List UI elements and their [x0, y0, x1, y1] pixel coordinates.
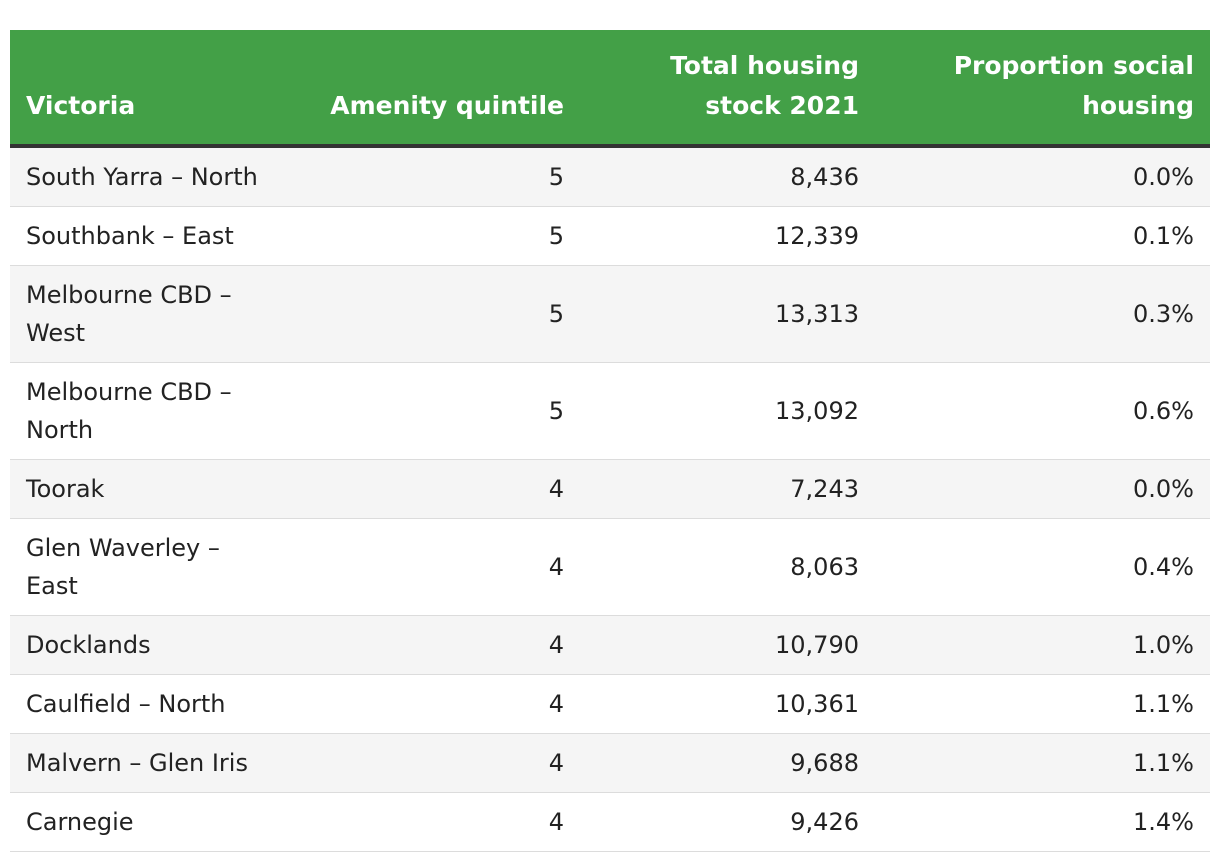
amenity-quintile-cell: 4 [280, 615, 580, 675]
amenity-quintile-cell: 5 [280, 206, 580, 266]
housing-stock-cell: 13,313 [580, 265, 875, 363]
social-housing-proportion-cell: 0.1% [875, 206, 1210, 266]
housing-stock-cell: 9,426 [580, 792, 875, 852]
area-name-cell: Melbourne CBD – West [10, 265, 280, 363]
social-housing-proportion-cell: 1.1% [875, 674, 1210, 734]
social-housing-table: Victoria Amenity quintile Total housing … [10, 30, 1210, 852]
area-name-cell: Southbank – East [10, 206, 280, 266]
social-housing-proportion-cell: 0.6% [875, 362, 1210, 460]
area-name-cell: Melbourne CBD – North [10, 362, 280, 460]
column-header-total-housing-stock[interactable]: Total housing stock 2021 [580, 30, 875, 148]
table-row: Caulfield – North 4 10,361 1.1% [10, 674, 1210, 734]
housing-stock-cell: 7,243 [580, 459, 875, 519]
area-name-cell: Caulfield – North [10, 674, 280, 734]
social-housing-proportion-cell: 0.3% [875, 265, 1210, 363]
table-row: Melbourne CBD – North 5 13,092 0.6% [10, 362, 1210, 460]
housing-stock-cell: 13,092 [580, 362, 875, 460]
amenity-quintile-cell: 5 [280, 265, 580, 363]
social-housing-proportion-cell: 1.1% [875, 733, 1210, 793]
table-row: Glen Waverley – East 4 8,063 0.4% [10, 518, 1210, 616]
housing-stock-cell: 8,063 [580, 518, 875, 616]
housing-stock-cell: 10,361 [580, 674, 875, 734]
area-name-cell: South Yarra – North [10, 146, 280, 207]
social-housing-proportion-cell: 0.4% [875, 518, 1210, 616]
table-header: Victoria Amenity quintile Total housing … [10, 30, 1210, 148]
amenity-quintile-cell: 5 [280, 146, 580, 207]
housing-stock-cell: 12,339 [580, 206, 875, 266]
area-name-cell: Glen Waverley – East [10, 518, 280, 616]
amenity-quintile-cell: 5 [280, 362, 580, 460]
header-row: Victoria Amenity quintile Total housing … [10, 30, 1210, 148]
table-row: Carnegie 4 9,426 1.4% [10, 792, 1210, 852]
amenity-quintile-cell: 4 [280, 792, 580, 852]
housing-stock-cell: 9,688 [580, 733, 875, 793]
table-row: South Yarra – North 5 8,436 0.0% [10, 146, 1210, 207]
amenity-quintile-cell: 4 [280, 459, 580, 519]
amenity-quintile-cell: 4 [280, 518, 580, 616]
amenity-quintile-cell: 4 [280, 674, 580, 734]
social-housing-proportion-cell: 0.0% [875, 459, 1210, 519]
table-row: Docklands 4 10,790 1.0% [10, 615, 1210, 675]
table-body: South Yarra – North 5 8,436 0.0% Southba… [10, 146, 1210, 852]
column-header-amenity-quintile[interactable]: Amenity quintile [280, 30, 580, 148]
area-name-cell: Docklands [10, 615, 280, 675]
table-row: Malvern – Glen Iris 4 9,688 1.1% [10, 733, 1210, 793]
table-row: Southbank – East 5 12,339 0.1% [10, 206, 1210, 266]
area-name-cell: Toorak [10, 459, 280, 519]
column-header-victoria[interactable]: Victoria [10, 30, 280, 148]
table-row: Melbourne CBD – West 5 13,313 0.3% [10, 265, 1210, 363]
amenity-quintile-cell: 4 [280, 733, 580, 793]
social-housing-proportion-cell: 0.0% [875, 146, 1210, 207]
housing-stock-cell: 8,436 [580, 146, 875, 207]
column-header-proportion-social-housing[interactable]: Proportion social housing [875, 30, 1210, 148]
table-row: Toorak 4 7,243 0.0% [10, 459, 1210, 519]
data-table-container: Victoria Amenity quintile Total housing … [10, 30, 1210, 852]
social-housing-proportion-cell: 1.4% [875, 792, 1210, 852]
social-housing-proportion-cell: 1.0% [875, 615, 1210, 675]
housing-stock-cell: 10,790 [580, 615, 875, 675]
area-name-cell: Carnegie [10, 792, 280, 852]
area-name-cell: Malvern – Glen Iris [10, 733, 280, 793]
